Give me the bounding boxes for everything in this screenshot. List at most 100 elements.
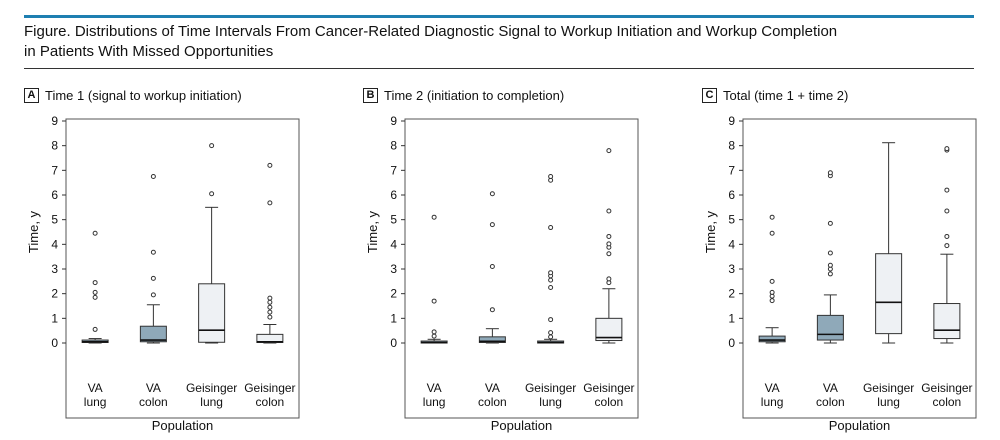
panel-c-category-label: colon — [816, 395, 845, 409]
panel-a-letter: A — [24, 87, 39, 103]
panel-b-outlier-point — [431, 214, 437, 220]
panel-a-box — [198, 283, 226, 343]
panel-b-ytick-label: 6 — [390, 188, 397, 202]
panel-b-category-label: Geisinger — [583, 381, 634, 395]
panel-c-outlier-point — [827, 262, 833, 268]
panel-b-ytick-label: 8 — [390, 139, 397, 153]
panel-c-outlier-point — [769, 230, 775, 236]
panel-a-category-label: lung — [84, 395, 107, 409]
panel-a-outlier-point — [267, 299, 273, 305]
panel-c-ytick-label: 0 — [728, 336, 735, 350]
panel-c-ytick-label: 8 — [728, 139, 735, 153]
panel-b-title: Time 2 (initiation to completion) — [384, 87, 565, 103]
panel-a-outlier-point — [267, 304, 273, 310]
panel-a-outlier-point — [267, 200, 273, 206]
panel-b-ytick-label: 0 — [390, 336, 397, 350]
panel-b-outlier-point — [606, 276, 612, 282]
panel-b-outlier-point — [548, 334, 554, 340]
panel-b-category-label: lung — [539, 395, 562, 409]
panel-a-outlier-point — [267, 314, 273, 320]
panel-c-outlier-point — [769, 289, 775, 295]
panel-c-outlier-point — [769, 214, 775, 220]
panel-a-outlier-point — [267, 295, 273, 301]
panel-c-outlier-point — [827, 271, 833, 277]
panel-a-ytick-label: 7 — [51, 163, 58, 177]
panel-b-outlier-point — [548, 317, 554, 323]
panel-b-category-label: lung — [423, 395, 446, 409]
panel-a-x-axis-title: Population — [152, 418, 213, 433]
panel-a-outlier-point — [209, 191, 215, 197]
panel-b-ytick-label: 4 — [390, 237, 397, 251]
panel-a-outlier-point — [92, 289, 98, 295]
panel-b-outlier-point — [548, 225, 554, 231]
panel-a-category-label: VA — [146, 381, 161, 395]
panel-b-outlier-point — [431, 298, 437, 304]
panel-c-outlier-point — [769, 278, 775, 284]
panel-a-ytick-label: 4 — [51, 237, 58, 251]
panel-c-outlier-point — [827, 220, 833, 226]
panel-c-ytick-label: 6 — [728, 188, 735, 202]
panel-a-title: Time 1 (signal to workup initiation) — [45, 87, 242, 103]
panel-c-box — [758, 335, 786, 343]
panel-c-outlier-point — [944, 146, 950, 152]
panel-b-ytick-label: 3 — [390, 262, 397, 276]
panel-b-outlier-point — [548, 270, 554, 276]
panel-a-outlier-point — [92, 326, 98, 332]
panel-c-box — [933, 303, 961, 340]
panel-b-category-label: Geisinger — [525, 381, 576, 395]
panel-c-ytick-label: 7 — [728, 163, 735, 177]
panel-a-outlier-point — [150, 174, 156, 179]
panel-b-outlier-point — [431, 329, 437, 335]
panel-a-ytick-label: 6 — [51, 188, 58, 202]
panel-a-category-label: Geisinger — [186, 381, 237, 395]
panel-a-ytick-label: 2 — [51, 287, 58, 301]
panel-b-outlier-point — [548, 277, 554, 283]
panel-b-outlier-point — [606, 241, 612, 247]
panel-c-x-axis-title: Population — [829, 418, 890, 433]
panel-b-outlier-point — [489, 307, 495, 313]
panel-a-header: A Time 1 (signal to workup initiation) — [24, 86, 242, 104]
panel-c-category-label: colon — [933, 395, 962, 409]
panel-a-outlier-point — [267, 309, 273, 315]
panel-a-outlier-point — [267, 162, 273, 168]
panel-b-category-label: colon — [595, 395, 624, 409]
panel-a-category-label: lung — [200, 395, 223, 409]
panel-a-ytick-label: 3 — [51, 262, 58, 276]
figure-title-line-2: in Patients With Missed Opportunities — [24, 43, 274, 60]
panel-c-plot-frame — [742, 118, 977, 419]
panel-a-ytick-label: 8 — [51, 139, 58, 153]
panel-c-outlier-point — [827, 170, 833, 176]
panel-b-outlier-point — [606, 148, 612, 154]
panel-b-outlier-point — [548, 174, 554, 179]
panel-c-ytick-label: 5 — [728, 213, 735, 227]
panel-a-outlier-point — [150, 292, 156, 298]
panel-c-letter: C — [702, 87, 717, 103]
panel-b-box — [595, 317, 623, 342]
panel-c-ytick-label: 2 — [728, 287, 735, 301]
panel-b-x-axis-title: Population — [491, 418, 552, 433]
panel-a-outlier-point — [92, 280, 98, 286]
panel-c-box — [816, 314, 844, 341]
panel-c-category-label: VA — [765, 381, 780, 395]
panel-b-outlier-point — [548, 330, 554, 336]
panel-b-outlier-point — [489, 222, 495, 228]
panel-c-box — [875, 253, 903, 335]
figure-title-rule — [24, 68, 974, 69]
panel-c-category-label: Geisinger — [921, 381, 972, 395]
panel-c-y-axis-title: Time, y — [703, 210, 718, 253]
panel-b-y-axis-title: Time, y — [365, 210, 380, 253]
panel-b-ytick-label: 9 — [390, 114, 397, 128]
panel-c-outlier-point — [769, 298, 775, 304]
panel-a-y-axis-title: Time, y — [26, 210, 41, 253]
panel-a-category-label: colon — [139, 395, 168, 409]
panel-c-ytick-label: 3 — [728, 262, 735, 276]
panel-c-ytick-label: 9 — [728, 114, 735, 128]
panel-c-category-label: lung — [761, 395, 784, 409]
panel-c-header: C Total (time 1 + time 2) — [702, 86, 848, 104]
panel-c-ytick-label: 4 — [728, 237, 735, 251]
panel-b-ytick-label: 2 — [390, 287, 397, 301]
panel-a-plot-frame — [65, 118, 300, 419]
figure-title: Figure. Distributions of Time Intervals … — [24, 22, 924, 62]
panel-b-outlier-point — [606, 251, 612, 257]
